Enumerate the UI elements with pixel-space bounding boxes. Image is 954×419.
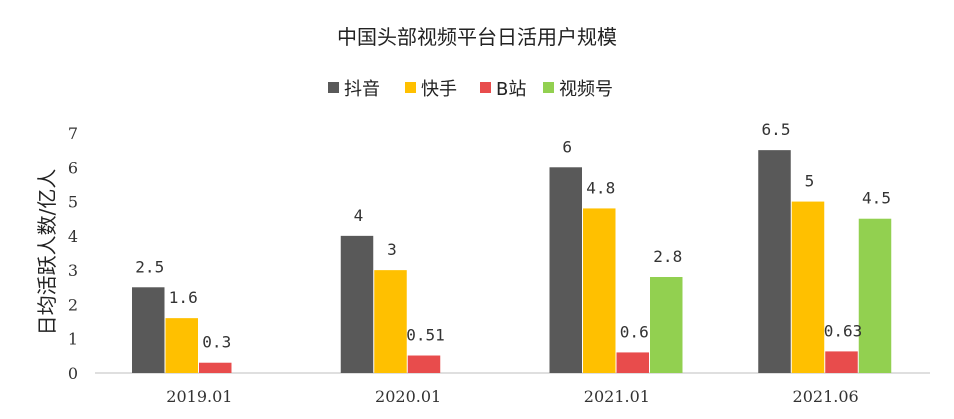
data-label: 6.5 — [762, 120, 791, 139]
data-label: 0.51 — [406, 326, 445, 345]
y-tick-label: 3 — [68, 261, 78, 280]
y-axis: 0 1 2 3 4 5 6 7 — [68, 124, 78, 383]
chart-title: 中国头部视频平台日活用户规模 — [337, 25, 617, 49]
bar — [374, 270, 407, 373]
data-label: 0.63 — [824, 321, 863, 340]
legend-swatch — [405, 82, 416, 93]
legend-swatch — [480, 82, 491, 93]
x-tick-label: 2021.01 — [584, 387, 650, 406]
legend-entry: B站 — [496, 79, 526, 100]
bar — [549, 167, 582, 373]
data-label: 4.5 — [862, 189, 891, 208]
data-label: 2.8 — [653, 247, 682, 266]
x-tick-label: 2019.01 — [166, 387, 232, 406]
legend-swatch — [543, 82, 554, 93]
data-label: 3 — [387, 240, 397, 259]
data-label: 4.8 — [586, 178, 615, 197]
bar — [583, 208, 616, 373]
data-label: 6 — [562, 137, 572, 156]
bar — [791, 201, 825, 373]
y-tick-label: 1 — [68, 330, 78, 349]
data-labels: 2.5 1.6 0.3 4 3 0.51 6 4.8 0.6 2.8 6.5 5 0.63 4.5 — [135, 120, 891, 352]
data-label: 0.6 — [620, 322, 649, 341]
bar — [616, 352, 649, 373]
legend-entry: 快手 — [421, 79, 457, 100]
bar — [825, 351, 858, 373]
bars — [132, 150, 892, 373]
x-axis: 2019.01 2020.01 2021.01 2021.06 — [166, 387, 858, 406]
legend-entry: 视频号 — [559, 79, 613, 100]
data-label: 1.6 — [169, 288, 198, 307]
bar — [858, 218, 892, 373]
y-axis-label: 日均活跃人数/亿人 — [35, 169, 59, 336]
legend-entry: 抖音 — [344, 79, 380, 100]
bar — [650, 277, 683, 373]
bar — [199, 362, 232, 373]
y-tick-label: 5 — [68, 193, 78, 212]
legend: 抖音 快手 B站 视频号 — [328, 79, 613, 100]
bar — [132, 287, 165, 373]
data-label: 5 — [805, 172, 815, 191]
y-tick-label: 4 — [68, 227, 78, 246]
y-tick-label: 6 — [68, 158, 78, 177]
legend-swatch — [328, 82, 339, 93]
data-label: 0.3 — [202, 333, 231, 352]
bar — [758, 150, 791, 373]
bar — [165, 318, 198, 373]
x-tick-label: 2020.01 — [375, 387, 441, 406]
y-tick-label: 0 — [68, 364, 78, 383]
data-label: 4 — [354, 206, 364, 225]
bar — [340, 235, 374, 373]
data-label: 2.5 — [135, 257, 164, 276]
y-tick-label: 7 — [68, 124, 78, 143]
y-tick-label: 2 — [68, 295, 78, 314]
bar — [407, 355, 441, 373]
x-tick-label: 2021.06 — [793, 387, 859, 406]
